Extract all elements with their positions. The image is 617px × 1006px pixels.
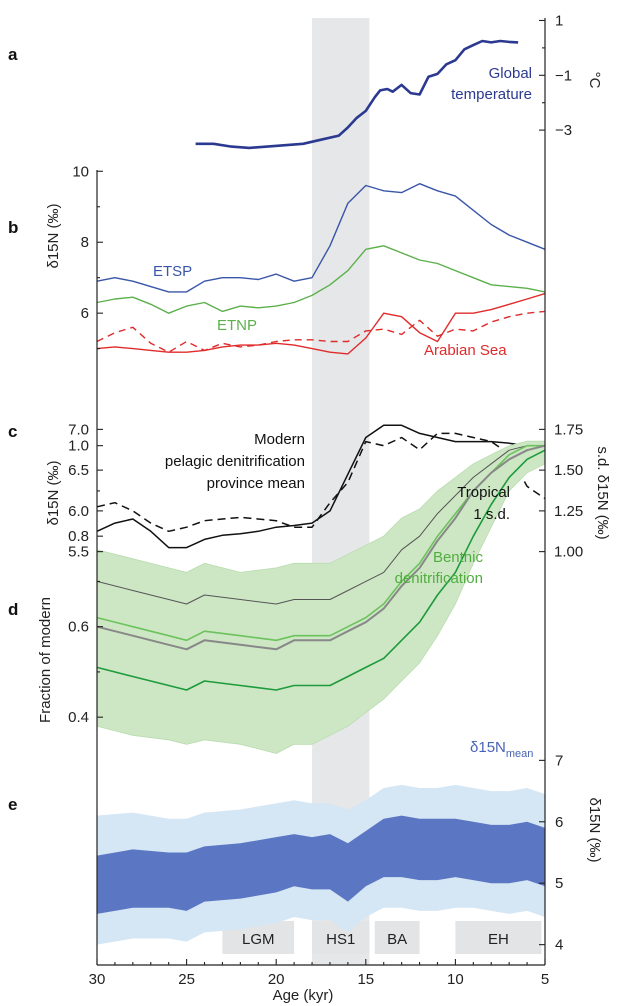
d-left-tick-label-0: 1.0 — [68, 438, 89, 455]
label-etsp: ETSP — [153, 263, 192, 280]
e-right-tick-label-3: 4 — [555, 937, 563, 954]
a-right-tick-label-1: −1 — [555, 67, 572, 84]
c-right-tick-label-2: 1.25 — [554, 503, 583, 520]
series-b-1 — [96, 245, 546, 314]
label-global-temperature-line: Global — [489, 65, 532, 82]
panel-label-e: e — [8, 795, 17, 814]
period-label-lgm: LGM — [242, 931, 275, 948]
label-global-temperature-line: temperature — [451, 86, 532, 103]
b-left-tick-label-2: 6 — [81, 305, 89, 322]
label-benthic-line: Benthic — [433, 549, 484, 566]
series-b-2 — [96, 292, 546, 355]
period-label-hs1: HS1 — [326, 931, 355, 948]
label-modern-mean-line: Modern — [254, 431, 305, 448]
series-c-0 — [96, 424, 546, 549]
label-global-temperature: Global temperature — [451, 65, 532, 103]
series-d-lower — [96, 449, 546, 691]
period-label-eh: EH — [488, 931, 509, 948]
x-tick-label-30: 30 — [89, 971, 106, 988]
x-tick-label-25: 25 — [178, 971, 195, 988]
period-label-ba: BA — [387, 931, 407, 948]
period-box-eh — [455, 921, 542, 954]
d-left-tick-label-3: 0.4 — [68, 709, 89, 726]
period-box-ba — [374, 921, 420, 954]
data-layer — [96, 39, 546, 945]
panel-label-c: c — [8, 422, 17, 441]
a-right-tick-label-0: 1 — [555, 12, 563, 29]
axis-layer: a b c d e 30 25 20 15 10 5 Age (kyr) LGM HS1 BA EH 1 −1 −3… — [8, 12, 611, 1004]
e-right-axis-label: δ15N (‰) — [586, 797, 603, 862]
c-left-tick-label-2: 6.0 — [68, 503, 89, 520]
label-benthic-line: denitrification — [395, 570, 483, 587]
d-left-tick-label-1: 0.8 — [68, 528, 89, 545]
series-c-1 — [96, 432, 546, 533]
label-tropical-sd-line: 1 s.d. — [473, 506, 510, 523]
a-right-tick-label-2: −3 — [555, 122, 572, 139]
series-b-3 — [96, 310, 546, 353]
label-d15n-mean: δ15Nmean — [470, 739, 533, 760]
panel-label-a: a — [8, 45, 18, 64]
c-left-tick-label-0: 7.0 — [68, 421, 89, 438]
label-tropical-sd-line: Tropical — [457, 484, 510, 501]
b-left-tick-label-0: 10 — [72, 163, 89, 180]
label-tropical-sd: Tropical 1 s.d. — [457, 484, 510, 523]
label-d15n-mean-main: δ15N — [470, 739, 506, 756]
e-right-tick-label-2: 5 — [555, 875, 563, 892]
panel-label-b: b — [8, 218, 18, 237]
x-tick-label-20: 20 — [268, 971, 285, 988]
series-d-grey — [96, 444, 546, 651]
series-b-0 — [96, 183, 546, 293]
label-etnp: ETNP — [217, 317, 257, 334]
c-right-tick-label-3: 1.00 — [554, 544, 583, 561]
c-y-axis-label: δ15N (‰) — [45, 460, 62, 525]
label-benthic-denitrification: Benthic denitrification — [395, 549, 484, 587]
panel-label-d: d — [8, 600, 18, 619]
c-right-axis-label: s.d. δ15N (‰) — [594, 446, 611, 539]
x-tick-label-5: 5 — [541, 971, 549, 988]
d-left-tick-label-2: 0.6 — [68, 619, 89, 636]
x-axis-label: Age (kyr) — [273, 987, 334, 1004]
b-y-axis-label: δ15N (‰) — [45, 203, 62, 268]
a-right-axis-unit: °C — [586, 72, 603, 89]
c-right-tick-label-0: 1.75 — [554, 421, 583, 438]
label-arabian-sea: Arabian Sea — [424, 342, 507, 359]
x-tick-label-15: 15 — [357, 971, 374, 988]
c-left-tick-label-1: 6.5 — [68, 462, 89, 479]
label-modern-mean-line: province mean — [207, 475, 305, 492]
label-modern-mean-line: pelagic denitrification — [165, 453, 305, 470]
label-modern-mean: Modern pelagic denitrification province me… — [165, 431, 305, 492]
series-global-temperature — [195, 39, 519, 150]
series-d-upper — [96, 445, 545, 605]
b-left-tick-label-1: 8 — [81, 234, 89, 251]
label-d15n-mean-sub: mean — [506, 748, 534, 760]
c-left-tick-label-3: 5.5 — [68, 544, 89, 561]
d-y-axis-label: Fraction of modern — [37, 597, 54, 723]
x-tick-label-10: 10 — [447, 971, 464, 988]
c-right-tick-label-1: 1.50 — [554, 462, 583, 479]
e-right-tick-label-0: 7 — [555, 752, 563, 769]
e-inner-band — [97, 815, 545, 914]
e-right-tick-label-1: 6 — [555, 814, 563, 831]
